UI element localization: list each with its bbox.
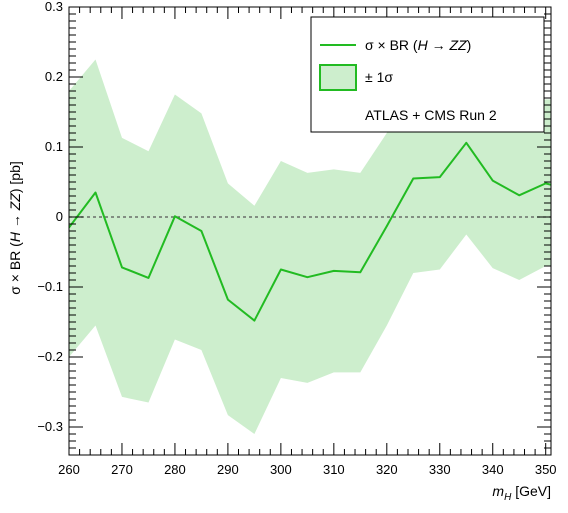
axes: 260 270 280 290 300 310 320 330 340 350 −0.3 −0.2 −0… [37,0,556,477]
data-point [386,225,388,227]
x-tick-label: 300 [270,462,292,477]
svg-text:σ × BR (H → ZZ) [pb]: σ × BR (H → ZZ) [pb] [7,161,23,295]
annotation-text: ATLAS + CMS Run 2 [365,107,497,123]
plot-area [69,52,551,434]
x-tick-label: 270 [111,462,133,477]
x-tick-label: 290 [217,462,239,477]
data-point [306,276,309,279]
y-tick-label: −0.3 [37,419,63,434]
x-tick-label: 280 [164,462,186,477]
y-tick-label: 0.1 [45,139,63,154]
y-tick-label: 0 [56,209,63,224]
y-tick-label: 0.3 [45,0,63,14]
data-point [518,194,521,197]
legend-line-label: σ × BR (H → ZZ) [365,37,471,53]
uncertainty-band [69,52,551,434]
data-point [147,277,150,279]
data-point [121,266,123,269]
x-tick-label: 340 [482,462,504,477]
x-tick-label: 320 [376,462,398,477]
y-axis-label: σ × BR (H → ZZ) [pb] [7,161,23,295]
x-tick-label: 350 [535,462,557,477]
plot-content [69,52,551,434]
data-point [253,319,256,322]
legend-band-label: ± 1σ [365,69,393,85]
data-point [333,270,335,272]
data-point [227,298,229,301]
y-tick-label: 0.2 [45,69,63,84]
x-tick-label: 330 [429,462,451,477]
data-point [412,177,415,180]
x-axis-label: mH [GeV] [492,483,551,503]
y-tick-label: −0.1 [37,279,63,294]
svg-text:mH [GeV]: mH [GeV] [492,483,551,503]
x-tick-label: 310 [323,462,345,477]
data-point [280,268,282,271]
data-point [438,176,441,178]
y-tick-label: −0.2 [37,349,63,364]
data-point [544,182,547,185]
data-point [200,230,203,232]
data-point [465,142,468,144]
data-point [491,179,494,182]
x-tick-label: 260 [58,462,80,477]
series-line [69,141,551,322]
data-point [174,215,176,218]
legend: σ × BR (H → ZZ) ± 1σ ATLAS + CMS Run 2 [310,16,545,133]
legend-band-swatch [319,64,357,91]
data-point [359,271,362,274]
data-point [94,191,97,194]
